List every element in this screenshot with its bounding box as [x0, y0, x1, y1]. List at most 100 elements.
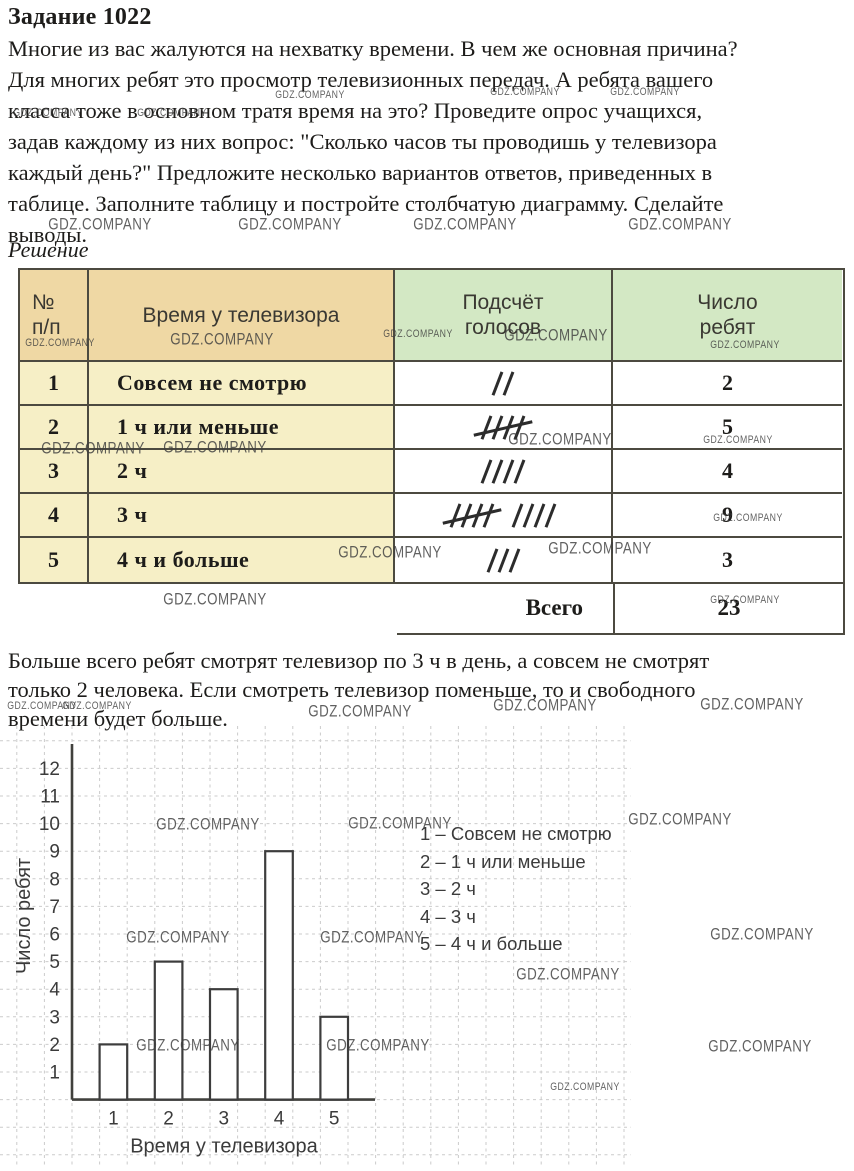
bar-category-5 [319, 1015, 350, 1101]
tally-stroke [460, 502, 473, 528]
header-line: Число [697, 291, 758, 314]
tally-stroke [522, 502, 535, 528]
y-tick-label: 12 [39, 759, 60, 780]
watermark: GDZ.COMPANY [163, 591, 267, 609]
count-cell: 9 [613, 494, 842, 538]
header-line: голосов [464, 316, 542, 339]
legend-item: 5 – 4 ч и больше [420, 933, 563, 955]
count-cell: 3 [613, 538, 842, 582]
tally-group [490, 370, 516, 396]
header-line: ребят [699, 316, 756, 339]
tally-marks [479, 414, 527, 440]
row-number-cell: 1 [20, 362, 89, 406]
problem-line: задав каждому из них вопрос: "Сколько ча… [8, 129, 717, 154]
tally-cell [395, 450, 613, 494]
bar-chart: 1 2 3 4 5 1 2 3 4 5 6 7 8 9 10 11 12 Время у телевизора Чи… [0, 726, 854, 1166]
tally-stroke [502, 458, 515, 484]
tally-group [448, 502, 496, 528]
table-header-text: Число ребят [697, 290, 757, 340]
legend-item: 4 – 3 ч [420, 905, 476, 927]
problem-line: Многие из вас жалуются на нехватку време… [8, 36, 738, 61]
problem-line: Для многих ребят это просмотр телевизион… [8, 67, 714, 92]
time-cell: 3 ч [89, 494, 395, 538]
problem-line: класса тоже в основном тратя время на эт… [8, 98, 703, 123]
row-number-cell: 3 [20, 450, 89, 494]
tally-marks [485, 547, 522, 573]
x-tick-label: 2 [163, 1109, 174, 1130]
tally-stroke [511, 502, 524, 528]
survey-table: № п/п Время у телевизора Подсчёт голосов Числ… [18, 268, 845, 584]
tally-stroke [480, 458, 493, 484]
legend-item: 3 – 2 ч [420, 878, 476, 900]
problem-line: каждый день?" Предложите несколько вариа… [8, 160, 713, 185]
total-label-cell: Всего [397, 582, 615, 633]
tally-stroke [471, 502, 484, 528]
y-tick-label: 4 [49, 980, 60, 1001]
legend-item: 1 – Совсем не смотрю [420, 823, 612, 844]
tally-group [485, 547, 522, 573]
total-value-cell: 23 [717, 594, 741, 620]
tally-stroke [491, 370, 504, 396]
time-cell: Совсем не смотрю [89, 362, 395, 406]
conclusion-text: Больше всего ребят смотрят телевизор по … [8, 646, 854, 733]
tally-marks [479, 458, 527, 484]
tally-stroke [513, 414, 526, 440]
y-tick-label: 7 [49, 897, 60, 918]
header-line: Время у телевизора [142, 303, 340, 327]
legend-item: 2 – 1 ч или меньше [420, 850, 586, 872]
table-header-cell: № п/п [20, 270, 89, 362]
page-title: Задание 1022 [8, 4, 152, 30]
y-axis-label: Число ребят [13, 858, 35, 974]
y-tick-label: 2 [49, 1035, 60, 1056]
table-header-text: № п/п [32, 290, 61, 340]
row-number-cell: 2 [20, 406, 89, 450]
table-header-row: № п/п Время у телевизора Подсчёт голосов Числ… [20, 270, 843, 362]
tally-marks [448, 502, 558, 528]
header-line: № [32, 291, 55, 314]
x-tick-label: 4 [274, 1109, 285, 1130]
tally-marks [490, 370, 516, 396]
tally-stroke [497, 547, 509, 573]
tally-cell [395, 362, 613, 406]
row-number-cell: 4 [20, 494, 89, 538]
y-tick-label: 6 [49, 925, 60, 946]
tally-stroke [449, 502, 462, 528]
time-cell: 2 ч [89, 450, 395, 494]
y-tick-label: 3 [49, 1007, 60, 1028]
total-row: Всего 23 [397, 582, 845, 635]
solution-label: Решение [8, 237, 89, 262]
bar-category-4 [264, 850, 294, 1101]
problem-text: Многие из вас жалуются на нехватку време… [8, 33, 854, 250]
time-cell: 1 ч или меньше [89, 406, 395, 450]
tally-stroke [482, 502, 495, 528]
conclusion-line: только 2 человека. Если смотреть телевиз… [8, 677, 696, 702]
tally-group [510, 502, 558, 528]
bar-category-2 [153, 960, 184, 1101]
x-tick-label: 1 [108, 1109, 119, 1130]
problem-line: таблице. Заполните таблицу и постройте с… [8, 191, 724, 216]
header-line: п/п [32, 316, 61, 339]
count-cell: 4 [613, 450, 842, 494]
tally-stroke [544, 502, 557, 528]
tally-stroke [502, 370, 515, 396]
count-cell: 5 [613, 406, 842, 450]
tally-stroke [486, 547, 498, 573]
tally-cell [395, 538, 613, 582]
count-cell: 2 [613, 362, 842, 406]
tally-group [479, 458, 527, 484]
x-axis-label: Время у телевизора [130, 1136, 318, 1158]
table-row: 1 Совсем не смотрю 2 [20, 362, 843, 406]
table-header-text: Подсчёт голосов [462, 290, 543, 340]
y-tick-label: 11 [40, 787, 60, 808]
tally-stroke [513, 458, 526, 484]
time-cell: 4 ч и больше [89, 538, 395, 582]
tally-cell [395, 494, 613, 538]
tally-cell [395, 406, 613, 450]
tally-stroke [502, 414, 515, 440]
